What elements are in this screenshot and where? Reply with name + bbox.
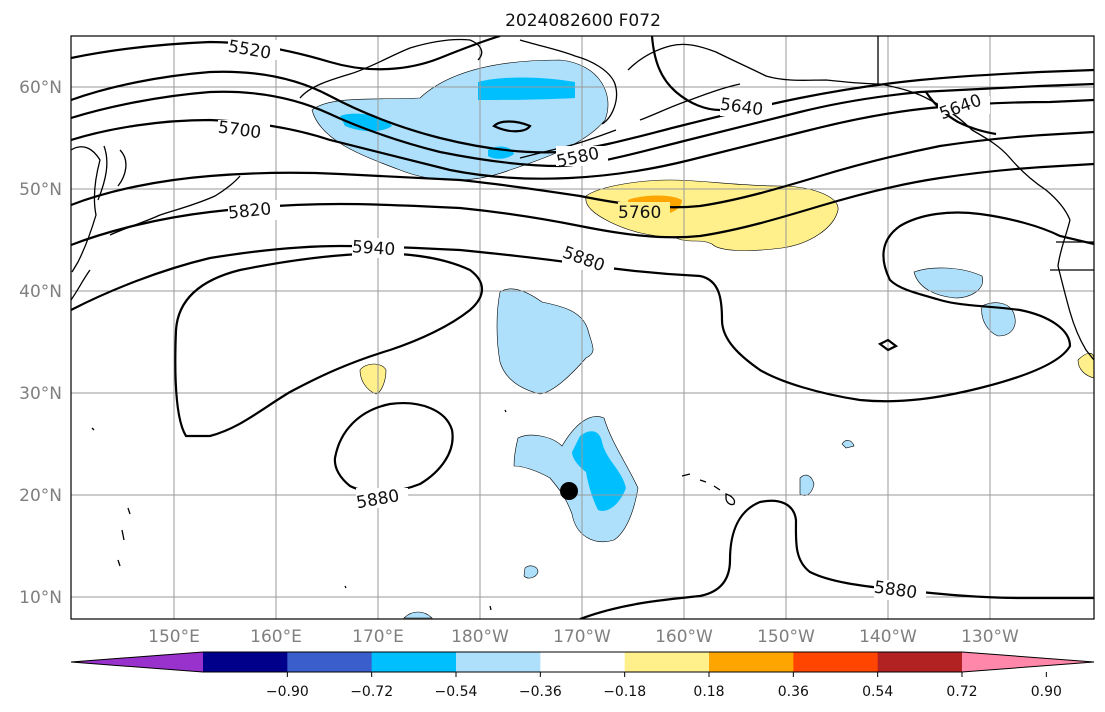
anomaly-south-blue [513, 416, 639, 542]
colorbar-tick-label: −0.90 [266, 684, 309, 700]
map-title: 2024082600 F072 [505, 11, 661, 31]
colorbar: −0.90 −0.72 −0.54 −0.36 −0.18 0.18 0.36 0.54 0.7… [70, 651, 1095, 700]
colorbar-segment [287, 652, 373, 672]
negative-anomaly-areas [311, 59, 1016, 619]
anomaly-south-core [572, 431, 626, 511]
colorbar-segment [709, 652, 794, 672]
colorbar-tick-label: −0.18 [603, 684, 646, 700]
contour-labels: 5520 5640 5700 5580 5820 5760 5940 5880 … [217, 37, 990, 603]
coastline-hawaii [681, 473, 736, 506]
plot-frame [70, 35, 1095, 620]
colorbar-segment [540, 652, 626, 672]
lon-label: 130°W [961, 627, 1019, 647]
colorbar-outline [70, 651, 1095, 673]
lat-label: 10°N [19, 588, 62, 608]
anomaly-core-1 [478, 77, 575, 100]
lon-label: 170°W [553, 627, 611, 647]
contour-5760 [71, 130, 1094, 209]
colorbar-segment [203, 652, 288, 672]
lat-label: 50°N [19, 180, 62, 200]
storm-position-marker [560, 482, 578, 500]
colorbar-segment [456, 652, 541, 672]
contour-5940 [174, 252, 484, 438]
plot-area: 5520 5640 5700 5580 5820 5760 5940 5880 … [71, 36, 1094, 619]
lon-label: 160°E [250, 627, 302, 647]
colorbar-segment [371, 652, 457, 672]
colorbar-extend-high [962, 652, 1094, 672]
contour-east-arc [925, 91, 997, 136]
contour-label: 5940 [351, 237, 396, 260]
coastline-bering-east [519, 39, 618, 125]
lon-label: 150°E [148, 627, 200, 647]
anomaly-west-yellow [359, 363, 387, 395]
anomaly-small-blue-4 [403, 611, 433, 619]
colorbar-segment [877, 652, 963, 672]
anomaly-small-blue-3 [841, 440, 855, 449]
lon-label: 160°W [655, 627, 713, 647]
colorbar-segment [793, 652, 879, 672]
colorbar-tick-label: 0.36 [778, 684, 809, 700]
colorbar-tick-label: 0.72 [946, 684, 977, 700]
contour-closed-small-2 [877, 338, 899, 352]
coastline-alaska-peninsula [639, 83, 741, 121]
anomaly-east-yellow [1077, 352, 1094, 379]
contour-5880-south [333, 402, 454, 494]
colorbar-tick-label: −0.72 [350, 684, 393, 700]
lat-label: 20°N [19, 486, 62, 506]
contour-label: 5760 [618, 203, 661, 223]
lat-label: 40°N [19, 282, 62, 302]
contour-label: 5820 [227, 199, 272, 223]
colorbar-segment [624, 652, 710, 672]
colorbar-tick-label: 0.54 [862, 684, 893, 700]
anomaly-small-blue-2 [523, 565, 539, 579]
lat-label: 60°N [19, 78, 62, 98]
lat-label: 30°N [19, 384, 62, 404]
contour-north-arc [650, 36, 721, 112]
lon-label: 150°W [757, 627, 815, 647]
colorbar-tick-label: 0.90 [1031, 684, 1062, 700]
lon-label: 170°E [352, 627, 404, 647]
coastline-na-west [1057, 219, 1094, 361]
colorbar-tick-label: −0.36 [519, 684, 562, 700]
contour-closed-small-1 [492, 120, 532, 133]
anomaly-central-blue [496, 288, 594, 395]
longitude-labels: 150°E 160°E 170°E 180°W 170°W 160°W 150°… [148, 627, 1019, 647]
lon-label: 140°W [859, 627, 917, 647]
colorbar-tick-label: −0.54 [435, 684, 478, 700]
contour-5520 [71, 36, 501, 71]
colorbar-tick-label: 0.18 [693, 684, 724, 700]
latitude-labels: 60°N 50°N 40°N 30°N 20°N 10°N [19, 78, 62, 608]
lon-label: 180°W [451, 627, 509, 647]
colorbar-extend-low [71, 652, 203, 672]
